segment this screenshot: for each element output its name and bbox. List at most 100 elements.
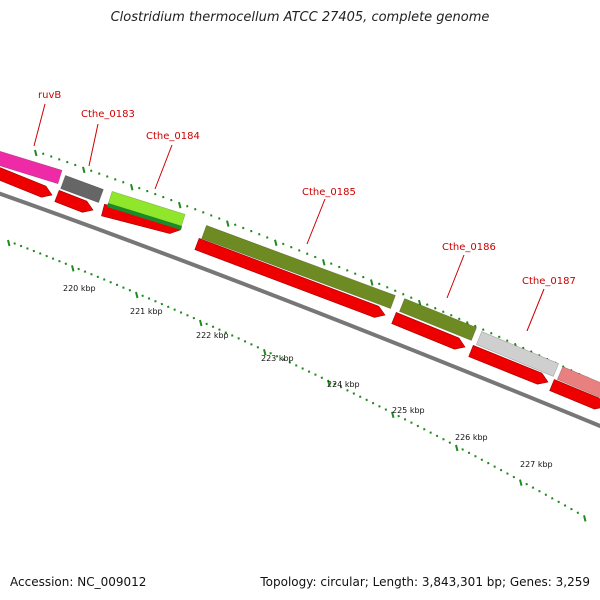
outer-minor-tick	[218, 217, 221, 220]
genome-summary-text: Topology: circular; Length: 3,843,301 bp…	[260, 575, 590, 589]
inner-minor-tick	[551, 497, 554, 500]
feature-bars	[0, 150, 600, 398]
outer-minor-tick	[386, 286, 389, 289]
inner-minor-tick	[19, 244, 23, 248]
outer-minor-tick	[298, 249, 301, 252]
inner-minor-tick	[32, 249, 36, 253]
inner-minor-tick	[448, 441, 452, 444]
outer-minor-tick	[290, 245, 293, 249]
inner-minor-tick	[410, 421, 413, 424]
gene-label-cthe-0187: Cthe_0187	[522, 276, 576, 287]
inner-minor-tick	[493, 465, 496, 468]
outer-minor-tick	[354, 272, 357, 275]
outer-minor-tick	[474, 324, 477, 328]
outer-minor-tick	[458, 317, 461, 321]
inner-minor-tick	[570, 507, 573, 511]
outer-minor-tick	[90, 169, 93, 172]
inner-major-tick	[7, 239, 11, 247]
scale-label-220: 220 kbp	[63, 284, 96, 293]
outer-minor-tick	[210, 214, 213, 217]
inner-minor-tick	[538, 489, 541, 493]
leader-line	[446, 254, 465, 299]
cds-arrows	[0, 167, 600, 410]
cds-arrow	[194, 238, 386, 318]
inner-minor-tick	[77, 267, 80, 271]
scale-label-224: 224 kbp	[327, 380, 360, 389]
inner-minor-tick	[442, 438, 445, 441]
inner-minor-tick	[416, 424, 420, 428]
outer-minor-tick	[434, 306, 437, 310]
cds-arrow	[54, 190, 94, 213]
inner-major-tick	[199, 319, 203, 327]
inner-major-tick	[583, 515, 587, 522]
inner-minor-tick	[13, 242, 16, 245]
inner-minor-tick	[58, 259, 61, 263]
inner-minor-tick	[282, 358, 285, 361]
inner-minor-tick	[154, 300, 157, 303]
inner-minor-tick	[39, 252, 42, 255]
outer-major-tick	[226, 220, 230, 227]
inner-minor-tick	[147, 297, 151, 300]
outer-major-tick	[178, 201, 182, 209]
inner-minor-tick	[423, 428, 426, 431]
inner-minor-tick	[307, 370, 311, 373]
scale-label-223: 223 kbp	[261, 354, 294, 363]
feature-bar-cthe-0183	[60, 175, 104, 203]
inner-scale-ticks	[7, 239, 587, 522]
inner-minor-tick	[487, 461, 490, 465]
inner-minor-tick	[333, 382, 336, 386]
outer-major-tick	[130, 183, 134, 191]
inner-minor-tick	[211, 325, 215, 329]
outer-minor-tick	[58, 158, 61, 161]
inner-minor-tick	[314, 373, 317, 376]
inner-minor-tick	[173, 308, 176, 311]
outer-minor-tick	[170, 198, 173, 202]
feature-bar-cthe-0184-stripe	[107, 203, 182, 230]
outer-minor-tick	[490, 332, 493, 335]
inner-minor-tick	[51, 257, 55, 260]
inner-minor-tick	[429, 431, 432, 434]
inner-minor-tick	[141, 294, 144, 298]
cds-arrow	[391, 312, 466, 350]
cds-arrow	[549, 379, 600, 410]
outer-minor-tick	[482, 328, 485, 331]
outer-minor-tick	[402, 292, 405, 296]
inner-minor-tick	[563, 504, 567, 507]
genome-backbone	[0, 191, 600, 429]
inner-minor-tick	[576, 511, 580, 515]
cds-arrow	[0, 167, 53, 198]
outer-minor-tick	[362, 275, 365, 279]
outer-major-tick	[274, 239, 278, 246]
inner-minor-tick	[256, 346, 260, 349]
inner-major-tick	[135, 291, 139, 299]
inner-minor-tick	[512, 475, 516, 479]
leader-line	[154, 144, 173, 190]
feature-bar-cthe-0187	[475, 331, 560, 377]
outer-minor-tick	[138, 186, 141, 190]
inner-minor-tick	[301, 367, 304, 370]
inner-minor-tick	[557, 500, 560, 504]
inner-minor-tick	[499, 468, 503, 472]
inner-minor-tick	[288, 361, 292, 364]
inner-minor-tick	[403, 418, 407, 421]
outer-minor-tick	[146, 189, 149, 193]
inner-minor-tick	[320, 376, 324, 380]
inner-minor-tick	[371, 401, 375, 405]
scale-label-222: 222 kbp	[196, 331, 229, 340]
gene-label-ruvB: ruvB	[38, 90, 61, 101]
inner-minor-tick	[64, 262, 68, 266]
outer-minor-tick	[306, 252, 309, 255]
leader-line	[306, 198, 326, 245]
outer-minor-tick	[522, 346, 525, 350]
outer-minor-tick	[66, 160, 69, 164]
inner-minor-tick	[531, 486, 535, 489]
inner-minor-tick	[83, 270, 87, 273]
inner-minor-tick	[525, 482, 528, 486]
cds-arrow	[468, 345, 549, 385]
gene-label-cthe-0184: Cthe_0184	[146, 131, 200, 142]
outer-minor-tick	[506, 339, 509, 342]
outer-minor-tick	[378, 282, 381, 286]
scale-label-227: 227 kbp	[520, 460, 553, 469]
outer-major-tick	[34, 149, 38, 157]
